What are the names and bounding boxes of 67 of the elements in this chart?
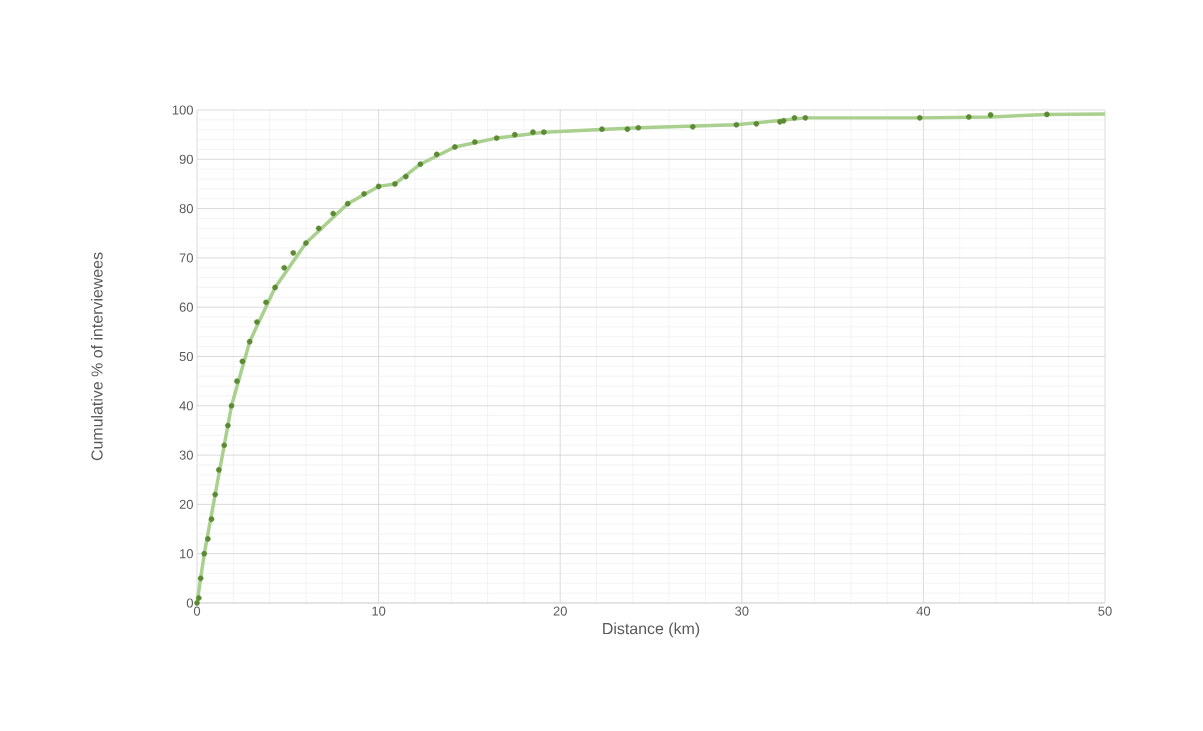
point [733,121,740,128]
point [599,126,605,132]
point [987,112,994,118]
point [472,139,478,145]
point [205,536,211,542]
point [196,595,202,601]
y-tick-label: 10 [180,549,193,559]
point [246,338,253,345]
point [403,173,409,180]
point [315,225,322,232]
point [197,575,204,582]
point [272,284,278,291]
point [281,264,287,271]
point [512,131,518,138]
y-tick-label: 0 [186,598,193,608]
y-tick-label: 30 [179,450,193,460]
point [263,299,269,306]
point [635,124,642,131]
point [216,467,222,473]
point [433,151,440,158]
point [221,442,228,449]
point [201,550,208,557]
y-tick-label: 60 [179,302,193,312]
point [966,114,972,120]
point [802,115,809,121]
point [212,491,218,498]
x-tick-label: 10 [372,606,386,616]
point [254,319,260,325]
point [493,135,500,141]
x-tick-label: 40 [916,606,931,616]
point [753,120,760,127]
point [330,210,336,217]
point [392,181,398,187]
point [290,250,297,256]
point [417,161,424,167]
point [361,191,367,197]
x-tick-label: 30 [735,606,749,616]
y-axis-title: Cumulative % of interviewees [90,252,103,461]
x-axis-title: Distance (km) [603,622,700,638]
point [344,200,351,207]
point [780,118,787,124]
point [916,115,923,121]
y-tick-label: 20 [179,499,193,509]
point [541,129,547,135]
point [624,126,631,132]
point [689,123,696,130]
x-tick-label: 20 [553,606,567,616]
y-tick-label: 80 [179,203,193,214]
line-series [195,112,1107,605]
point [228,402,235,409]
y-tick-label: 40 [179,401,193,411]
y-tick-label: 90 [179,154,193,164]
x-tick-label: 50 [1098,606,1112,616]
y-tick-label: 50 [179,351,193,362]
point [239,358,246,365]
point [375,183,382,190]
point [225,422,231,429]
point [234,378,240,384]
y-tick-label: 70 [179,253,193,263]
y-tick-label: 100 [172,105,193,115]
point [452,144,458,150]
point [303,240,309,246]
x-tick-label: 0 [193,606,201,616]
point [530,129,536,135]
point [208,516,215,522]
point [791,115,798,121]
point [1044,111,1050,118]
